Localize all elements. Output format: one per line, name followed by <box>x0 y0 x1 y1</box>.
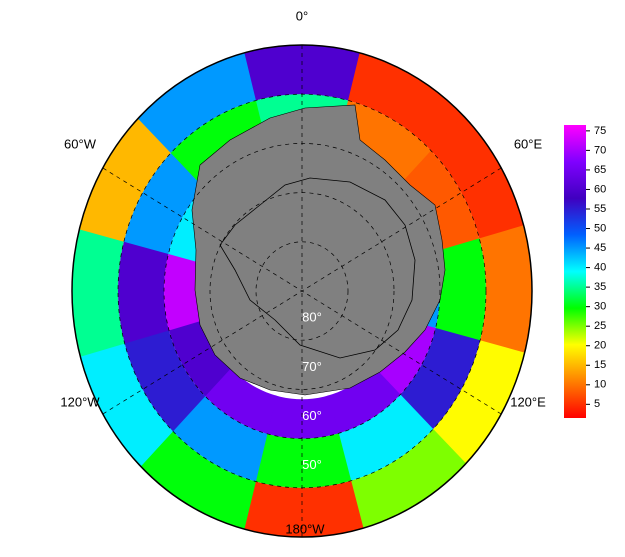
grid-cell <box>137 428 256 530</box>
colorbar-tick-label: 65 <box>594 164 606 176</box>
data-field <box>72 45 532 537</box>
grid-cell <box>434 238 486 344</box>
grid-cell <box>348 428 467 530</box>
colorbar-tick-label: 35 <box>594 281 606 293</box>
longitude-label: 60°E <box>514 136 543 151</box>
colorbar-tick-label: 70 <box>594 144 606 156</box>
grid-cell <box>336 100 434 188</box>
grid-cell <box>240 480 364 537</box>
colorbar-tick-label: 5 <box>594 398 600 410</box>
grid-cell <box>72 225 125 357</box>
antarctica <box>191 104 446 396</box>
grid-cell <box>240 45 364 102</box>
latitude-label: 50° <box>302 457 322 472</box>
colorbar <box>564 125 586 418</box>
grid-cell <box>327 366 401 434</box>
colorbar-tick-label: 60 <box>594 183 606 195</box>
grid-cell <box>170 100 268 188</box>
grid-cell <box>168 318 232 397</box>
grid-cell <box>79 115 174 242</box>
colorbar-tick-label: 55 <box>594 203 606 215</box>
grid-cell <box>170 394 268 482</box>
colorbar-tick-label: 20 <box>594 340 606 352</box>
grid-cell <box>430 115 525 242</box>
meridian <box>102 167 502 415</box>
grid-cell <box>118 238 170 344</box>
grid-cell <box>252 433 352 488</box>
colorbar-tick-label: 30 <box>594 301 606 313</box>
grid-cell <box>164 251 205 331</box>
grid-cell <box>123 150 206 255</box>
colorbar-tick-label: 50 <box>594 222 606 234</box>
grid-cell <box>203 366 277 434</box>
graticule <box>102 45 502 537</box>
grid-cell <box>430 340 525 467</box>
grid-cell <box>79 340 174 467</box>
coastline <box>219 177 416 359</box>
labels: 0° 60°E 120°E 180°W 120°W 60°W 80° 70° 60° 50° <box>60 8 546 536</box>
latitude-label: 80° <box>302 310 322 325</box>
grid-cell <box>398 327 481 432</box>
grid-cell <box>348 52 467 154</box>
colorbar-tick-label: 15 <box>594 359 606 371</box>
latitude-circle <box>255 241 349 341</box>
longitude-label: 60°W <box>64 136 97 151</box>
colorbar-tick-label: 25 <box>594 320 606 332</box>
colorbar-tick-label: 75 <box>594 125 606 137</box>
grid-cell <box>479 225 532 357</box>
latitude-label: 60° <box>302 408 322 423</box>
longitude-label: 120°E <box>510 394 546 409</box>
latitude-label: 70° <box>302 359 322 374</box>
colorbar-tick-label: 10 <box>594 379 606 391</box>
grid-cell <box>137 52 256 154</box>
longitude-label: 120°W <box>60 394 100 409</box>
longitude-label: 180°W <box>285 521 325 536</box>
grid-cell <box>336 394 434 482</box>
map-border <box>71 44 533 538</box>
longitude-label: 0° <box>296 8 308 23</box>
grid-cell <box>398 150 481 255</box>
grid-cell <box>372 318 436 397</box>
colorbar-tick-label: 45 <box>594 242 606 254</box>
colorbar-tick-label: 40 <box>594 261 606 273</box>
grid-cell <box>123 327 206 432</box>
